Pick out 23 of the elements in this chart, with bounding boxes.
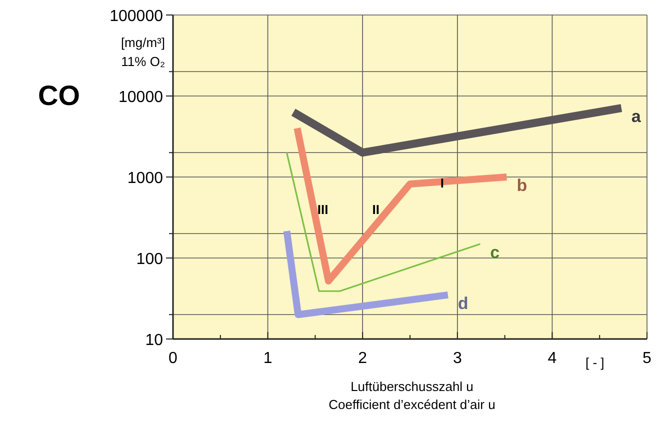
series-label: d <box>458 294 468 313</box>
x-tick-label: 3 <box>452 350 462 367</box>
y-tick-label: 10 <box>145 332 164 349</box>
x-tick-label: 0 <box>168 350 178 367</box>
annotation: II <box>372 202 380 218</box>
x-tick-label: 4 <box>548 350 557 367</box>
annotation: I <box>440 176 444 191</box>
annotation: III <box>317 202 328 218</box>
series-label: b <box>516 176 528 195</box>
series-label: c <box>490 242 500 262</box>
y-tick-label: 1000 <box>127 170 164 187</box>
text: 11% O₂ <box>121 54 165 69</box>
y-tick-label: 100000 <box>110 8 164 25</box>
x-tick-label: 5 <box>642 350 652 367</box>
x-tick-label: 2 <box>358 350 368 367</box>
x-tick-label: 1 <box>263 350 272 367</box>
y-tick-label: 10000 <box>118 89 164 106</box>
y-tick-label: 100 <box>136 251 164 268</box>
series-label: a <box>631 107 642 126</box>
text: [ - ] <box>585 355 604 370</box>
y-axis-title: CO <box>38 80 80 111</box>
text: [mg/m³] <box>120 35 165 50</box>
x-axis-title: Luftüberschusszahl u Coefficient d’excédent d’air u <box>328 379 496 412</box>
